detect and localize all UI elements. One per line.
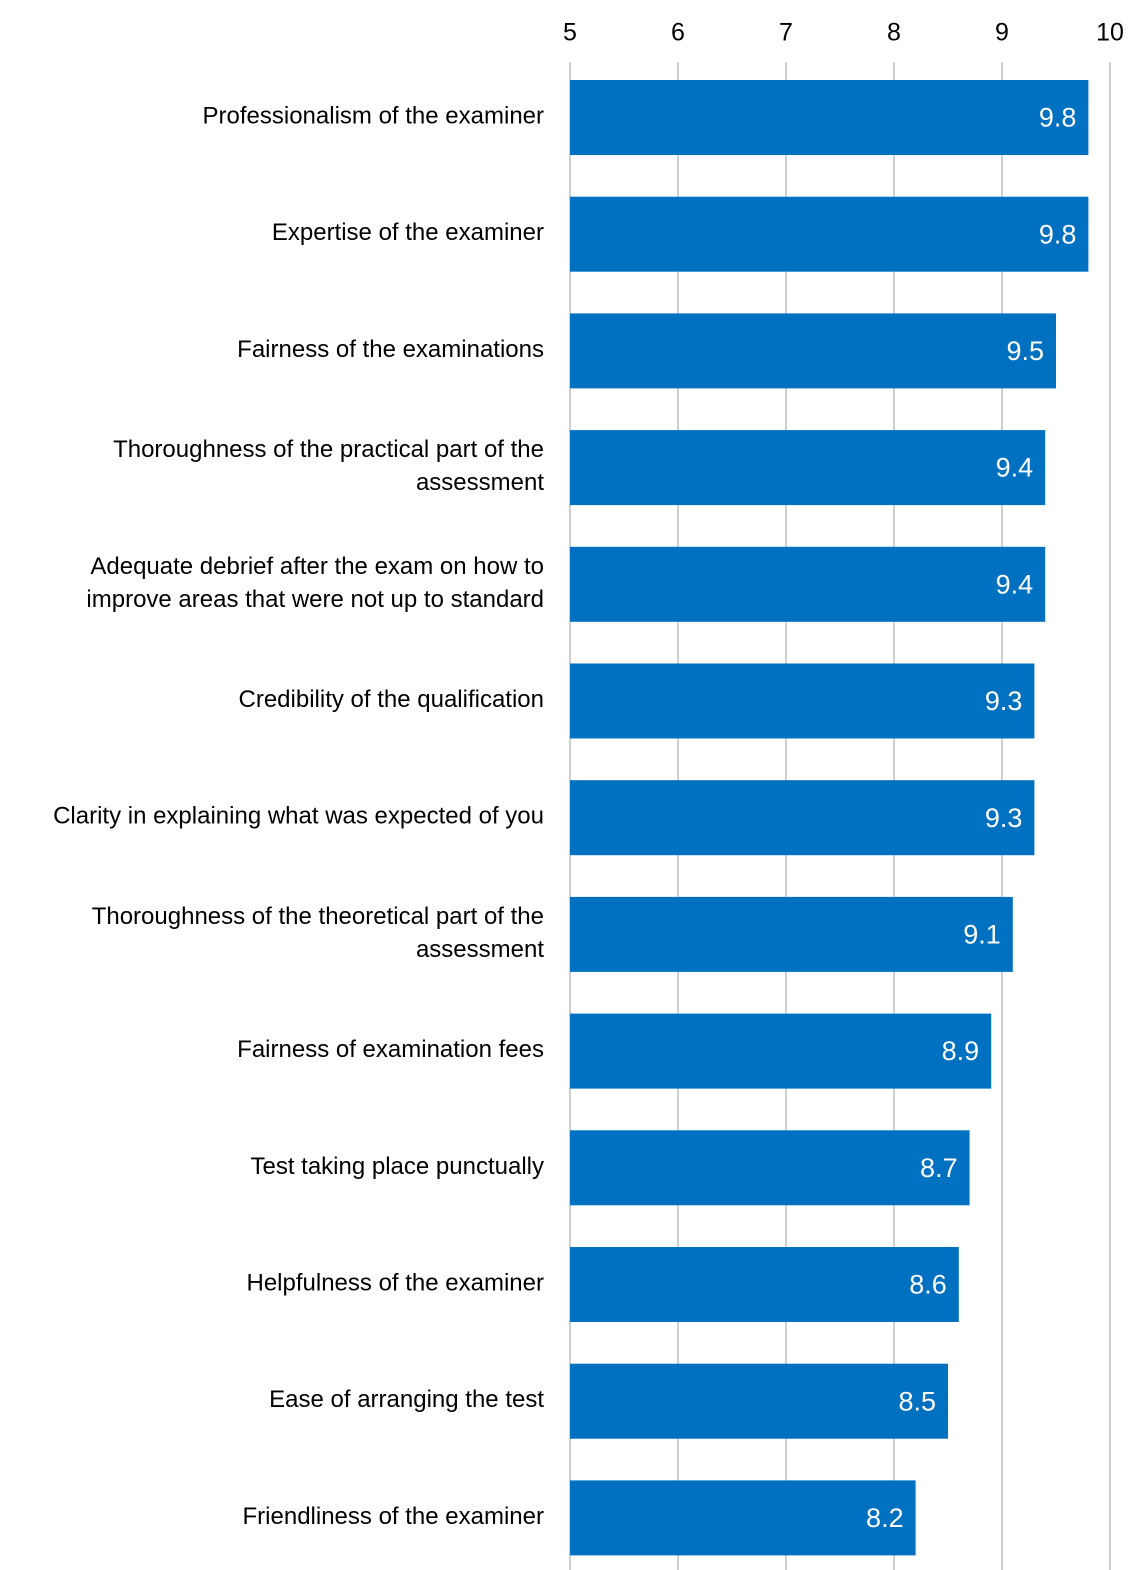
category-label-line: assessment: [416, 936, 544, 963]
x-tick-label: 8: [887, 19, 901, 47]
category-label-line: Thoroughness of the practical part of th…: [113, 436, 544, 463]
bar: [570, 1130, 970, 1206]
category-label: Thoroughness of the theoretical part of …: [92, 903, 545, 963]
category-label-line: Fairness of the examinations: [237, 336, 544, 363]
bar: [570, 1247, 959, 1322]
data-label: 8.2: [866, 1503, 904, 1533]
category-label-line: Ease of arranging the test: [269, 1387, 544, 1414]
bar: [570, 313, 1056, 389]
category-label-line: Thoroughness of the theoretical part of …: [92, 903, 544, 930]
bar: [570, 1363, 948, 1439]
data-label: 9.4: [996, 569, 1034, 599]
category-label-line: Expertise of the examiner: [272, 220, 544, 247]
category-label: Professionalism of the examiner: [203, 103, 544, 130]
data-label: 8.5: [898, 1386, 936, 1416]
value-labels: 9.8 9.8 9.5 9.4 9.4 9.3 9.3 9.1 8.9 8.7 8.6 8.5 8.2: [866, 103, 1076, 1533]
data-label: 8.6: [909, 1270, 947, 1300]
bar: [570, 780, 1035, 856]
data-label: 9.3: [985, 686, 1023, 716]
category-label: Clarity in explaining what was expected …: [53, 803, 544, 830]
bar: [570, 1013, 992, 1089]
bar: [570, 1480, 916, 1556]
data-label: 9.8: [1039, 219, 1077, 249]
data-label: 8.9: [942, 1036, 980, 1066]
bar: [570, 430, 1046, 506]
data-label: 9.4: [996, 453, 1034, 483]
category-label-line: Adequate debrief after the exam on how t…: [90, 553, 544, 580]
category-label-line: Helpfulness of the examiner: [247, 1270, 545, 1297]
category-label: Thoroughness of the practical part of th…: [113, 436, 544, 496]
category-label-line: assessment: [416, 469, 544, 496]
data-label: 9.3: [985, 803, 1023, 833]
category-label-line: Professionalism of the examiner: [203, 103, 544, 130]
category-label: Ease of arranging the test: [269, 1387, 544, 1414]
category-label-line: Fairness of examination fees: [237, 1036, 544, 1063]
category-label: Test taking place punctually: [250, 1153, 544, 1180]
category-label: Adequate debrief after the exam on how t…: [86, 553, 544, 613]
data-label: 9.5: [1006, 336, 1044, 366]
category-label-line: Test taking place punctually: [250, 1153, 544, 1180]
bar: [570, 896, 1013, 972]
data-label: 9.1: [963, 920, 1001, 950]
category-label: Expertise of the examiner: [272, 220, 544, 247]
category-label-line: Clarity in explaining what was expected …: [53, 803, 544, 830]
x-tick-label: 7: [779, 19, 793, 47]
category-label: Credibility of the qualification: [239, 686, 545, 713]
category-labels: Professionalism of the examiner Expertise…: [53, 103, 544, 1530]
data-label: 9.8: [1039, 103, 1077, 133]
x-axis-ticks: 5 6 7 8 9 10: [563, 19, 1124, 47]
bar: [570, 663, 1035, 739]
category-label-line: Credibility of the qualification: [239, 686, 545, 713]
x-tick-label: 6: [671, 19, 685, 47]
bar: [570, 80, 1089, 155]
category-label-line: improve areas that were not up to standa…: [86, 586, 544, 613]
category-label-line: Friendliness of the examiner: [243, 1503, 544, 1530]
category-label: Helpfulness of the examiner: [247, 1270, 545, 1297]
x-tick-label: 10: [1096, 19, 1124, 47]
data-label: 8.7: [920, 1153, 958, 1183]
category-label: Fairness of the examinations: [237, 336, 544, 363]
category-label: Friendliness of the examiner: [243, 1503, 544, 1530]
x-tick-label: 9: [995, 19, 1009, 47]
bar: [570, 196, 1089, 272]
bar: [570, 546, 1046, 622]
bars: [570, 80, 1089, 1556]
x-tick-label: 5: [563, 19, 577, 47]
category-label: Fairness of examination fees: [237, 1036, 544, 1063]
